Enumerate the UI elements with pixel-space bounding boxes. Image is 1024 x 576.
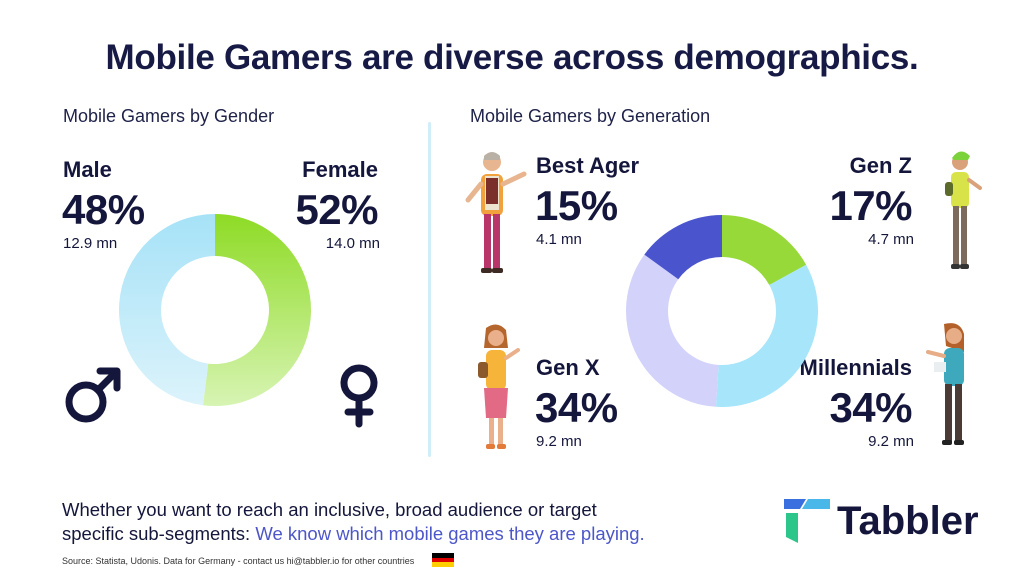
footer-line-1: Whether you want to reach an inclusive, …: [62, 499, 597, 520]
flag-stripe-black: [432, 553, 454, 558]
female-symbol-icon: [340, 364, 378, 428]
best-ager-percent: 15%: [535, 182, 618, 229]
male-count: 12.9 mn: [63, 235, 118, 252]
best-ager-label: Best Ager: [536, 153, 640, 178]
footer-message: Whether you want to reach an inclusive, …: [62, 498, 645, 546]
gen-x-person-illustration: [478, 324, 520, 449]
page-title: Mobile Gamers are diverse across demogra…: [105, 38, 919, 77]
donut-slice-gen-z: [722, 215, 807, 285]
brand-name: Tabbler: [837, 499, 979, 543]
generation-heading: Mobile Gamers by Generation: [470, 106, 711, 126]
best-ager-count: 4.1 mn: [536, 231, 582, 248]
donut-slice-millennials: [715, 264, 818, 407]
male-symbol-icon: [65, 367, 121, 423]
donut-slice-best-ager: [644, 215, 722, 280]
millennials-label: Millennials: [799, 355, 912, 380]
female-count: 14.0 mn: [325, 235, 380, 252]
female-label: Female: [302, 157, 378, 182]
footer-line-2: specific sub-segments: We know which mob…: [62, 522, 645, 546]
source-note: Source: Statista, Udonis. Data for Germa…: [62, 556, 415, 566]
best-ager-person-illustration: [465, 152, 527, 273]
footer-line-2-text: specific sub-segments:: [62, 523, 256, 544]
gen-z-percent: 17%: [829, 182, 912, 229]
gen-z-person-illustration: [945, 151, 982, 269]
flag-stripe-gold: [432, 562, 454, 567]
male-label: Male: [63, 157, 112, 182]
donut-slice-male: [118, 214, 215, 406]
tabbler-logo-icon: [784, 499, 830, 543]
generation-donut-chart: [626, 215, 818, 407]
gender-heading: Mobile Gamers by Gender: [63, 106, 275, 126]
section-divider: [428, 122, 431, 457]
donut-slice-gen-x: [626, 254, 719, 407]
millennials-count: 9.2 mn: [868, 433, 914, 450]
gen-z-label: Gen Z: [849, 153, 912, 178]
gen-z-count: 4.7 mn: [868, 231, 914, 248]
germany-flag-icon: [432, 553, 454, 567]
gender-donut-chart: [118, 214, 311, 406]
gen-x-count: 9.2 mn: [536, 433, 582, 450]
flag-stripe-red: [432, 557, 454, 563]
gen-x-percent: 34%: [535, 384, 618, 431]
millennials-percent: 34%: [829, 384, 912, 431]
footer-highlight: We know which mobile games they are play…: [255, 523, 645, 544]
gen-x-label: Gen X: [536, 355, 600, 380]
male-percent: 48%: [62, 186, 145, 233]
millennial-person-illustration: [926, 323, 964, 445]
female-percent: 52%: [295, 186, 378, 233]
donut-slice-female: [202, 214, 311, 406]
